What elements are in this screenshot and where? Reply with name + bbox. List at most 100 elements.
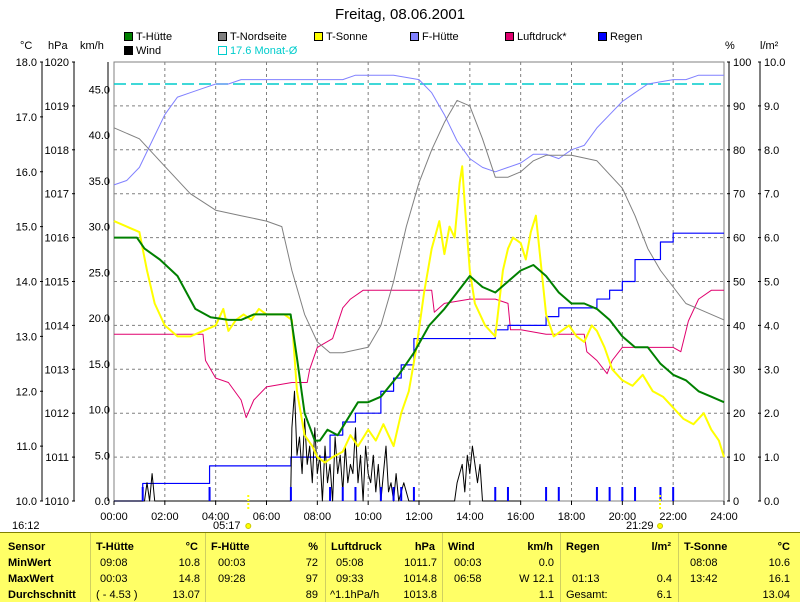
humidity-tick-label: 30 — [733, 364, 745, 376]
column-divider — [325, 533, 326, 602]
temp-tick-label: 16.0 — [16, 167, 37, 179]
legend-t-sonne: T-Sonne — [314, 31, 368, 43]
wind-tick-label: 30.0 — [89, 222, 110, 234]
wind-tick-label: 45.0 — [89, 84, 110, 96]
rain-tick-label: 6.0 — [764, 233, 779, 245]
pressure-tick-label: 1011 — [45, 452, 69, 464]
legend-regen: Regen — [598, 31, 642, 43]
header-f-huette-unit: % — [308, 541, 318, 553]
timestamp: 16:12 — [12, 520, 40, 532]
legend-swatch — [410, 32, 419, 41]
temp-tick-label: 10.0 — [16, 496, 37, 508]
series-line-luftdruck — [114, 289, 724, 419]
pressure-tick-label: 1017 — [45, 189, 69, 201]
statistics-table: Sensor T-Hütte °C F-Hütte % Luftdruck hP… — [0, 532, 800, 602]
rain-tick-label: 0.0 — [764, 496, 779, 508]
cell-time: 09:28 — [218, 573, 246, 585]
row-label-avg: Durchschnitt — [8, 589, 76, 601]
series-line-t-h-tte — [114, 236, 725, 442]
legend-swatch — [218, 32, 227, 41]
unit-kmh: km/h — [80, 40, 104, 52]
cell-value: 89 — [305, 589, 318, 601]
axis-labels: 18.017.016.015.014.013.012.011.010.01020… — [16, 57, 786, 523]
header-f-huette: F-Hütte — [211, 541, 250, 553]
wind-tick-label: 40.0 — [89, 130, 110, 142]
legend-month-avg: 17.6 Monat-Ø — [218, 45, 297, 57]
wind-tick-label: 5.0 — [95, 450, 110, 462]
chart-title: Freitag, 08.06.2001 — [334, 6, 466, 23]
header-luftdruck: Luftdruck — [331, 541, 382, 553]
pressure-tick-label: 1010 — [45, 496, 69, 508]
cell-value: 13.07 — [172, 589, 200, 601]
grid-lines — [114, 62, 724, 501]
cell-time: 06:58 — [454, 573, 482, 585]
cell-value: 13.04 — [762, 589, 790, 601]
temp-tick-label: 13.0 — [16, 331, 37, 343]
cell-time: 05:08 — [336, 557, 364, 569]
time-tick-label: 22:00 — [659, 511, 687, 523]
column-divider — [442, 533, 443, 602]
time-tick-label: 12:00 — [405, 511, 433, 523]
cell-note: ^1.1hPa/h — [330, 589, 380, 601]
cell-value: 1.1 — [538, 589, 554, 601]
cell-value: 1013.8 — [403, 589, 437, 601]
rain-tick-label: 9.0 — [764, 101, 779, 113]
cell-value: 6.1 — [656, 589, 672, 601]
unit-percent: % — [725, 40, 735, 52]
wind-tick-label: 20.0 — [89, 313, 110, 325]
rain-tick-label: 8.0 — [764, 145, 779, 157]
unit-rain: l/m² — [760, 40, 779, 52]
cell-time: 00:03 — [100, 573, 128, 585]
cell-value: 1014.8 — [403, 573, 437, 585]
column-divider — [90, 533, 91, 602]
humidity-tick-label: 70 — [733, 189, 745, 201]
time-tick-label: 08:00 — [304, 511, 332, 523]
header-t-sonne: T-Sonne — [684, 541, 728, 553]
chart-series — [113, 74, 725, 529]
cell-value: 1011.7 — [404, 557, 437, 569]
wind-tick-label: 35.0 — [89, 176, 110, 188]
pressure-tick-label: 1020 — [45, 57, 69, 69]
cell-time: 01:13 — [572, 573, 600, 585]
row-label-min: MinWert — [8, 557, 52, 569]
pressure-tick-label: 1013 — [45, 364, 69, 376]
wind-tick-label: 25.0 — [89, 267, 110, 279]
time-tick-label: 24:00 — [710, 511, 738, 523]
time-tick-label: 10:00 — [354, 511, 382, 523]
series-line-t-nordseite — [113, 99, 725, 354]
unit-hpa: hPa — [48, 40, 68, 52]
rain-tick-label: 7.0 — [764, 189, 779, 201]
series-line-wind — [114, 390, 521, 502]
header-luftdruck-unit: hPa — [414, 541, 435, 553]
cell-note: Gesamt: — [566, 589, 608, 601]
humidity-tick-label: 40 — [733, 320, 745, 332]
header-wind-unit: km/h — [527, 541, 553, 553]
time-tick-label: 20:00 — [609, 511, 637, 523]
cell-value: 72 — [305, 557, 318, 569]
pressure-tick-label: 1019 — [45, 101, 69, 113]
cell-value: 0.4 — [656, 573, 672, 585]
time-tick-label: 02:00 — [151, 511, 179, 523]
cell-value: 10.8 — [178, 557, 200, 569]
pressure-tick-label: 1015 — [45, 277, 69, 289]
series-line-t-sonne — [113, 165, 725, 464]
column-divider — [205, 533, 206, 602]
cell-time: 13:42 — [690, 573, 718, 585]
pressure-tick-label: 1012 — [45, 408, 69, 420]
cell-value: 0.0 — [538, 557, 554, 569]
pressure-tick-label: 1016 — [45, 233, 69, 245]
humidity-tick-label: 60 — [733, 233, 745, 245]
humidity-tick-label: 10 — [733, 452, 745, 464]
cell-time: 08:08 — [690, 557, 718, 569]
time-tick-label: 04:00 — [202, 511, 230, 523]
legend-swatch — [124, 32, 133, 41]
header-regen: Regen — [566, 541, 600, 553]
sunset-time: 21:29 — [626, 520, 654, 532]
header-sensor: Sensor — [8, 541, 46, 553]
humidity-tick-label: 80 — [733, 145, 745, 157]
header-regen-unit: l/m² — [651, 541, 671, 553]
sunrise-marker-dot — [245, 523, 252, 529]
wind-tick-label: 10.0 — [89, 405, 110, 417]
temp-tick-label: 17.0 — [16, 112, 37, 124]
temp-tick-label: 18.0 — [16, 57, 37, 69]
